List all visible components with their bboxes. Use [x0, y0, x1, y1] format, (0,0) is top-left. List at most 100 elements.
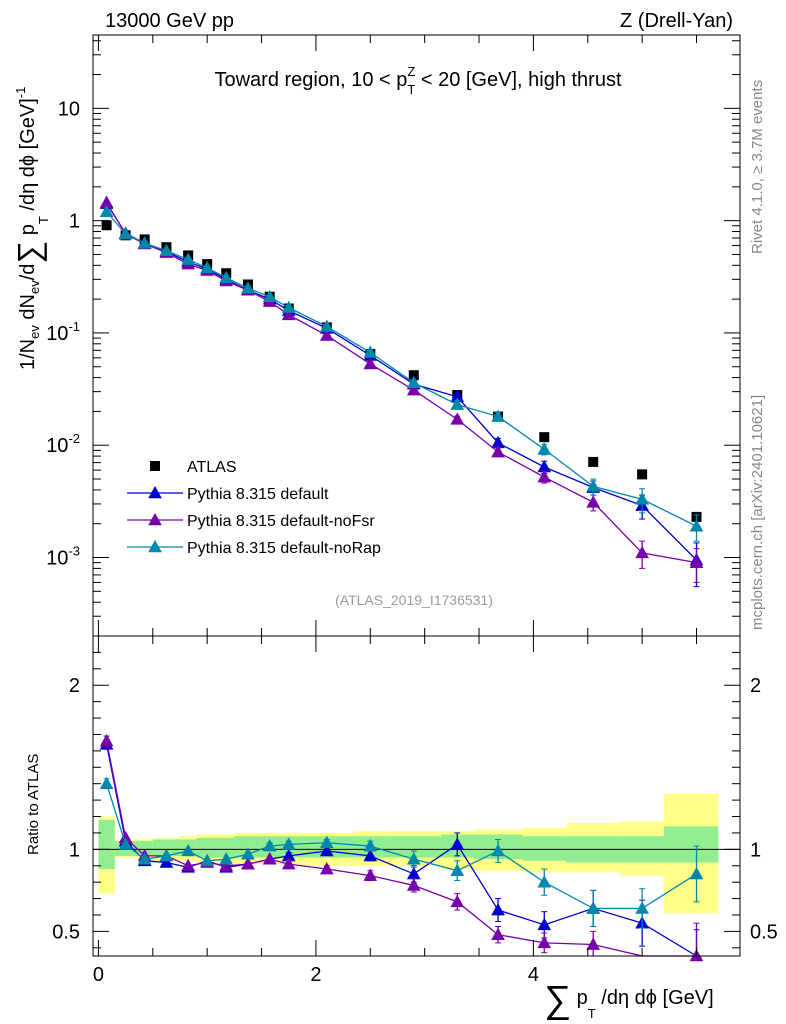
legend-label: Pythia 8.315 default-noFsr — [187, 513, 375, 530]
pythia-8-315-default-norap-ratio-point — [450, 863, 465, 876]
pythia-8-315-default-norap-ratio-point — [319, 835, 334, 849]
pythia-8-315-default-nofsr-ratio-point — [181, 858, 195, 872]
ratio-y-tick-label-right: 2 — [750, 675, 761, 697]
pythia-8-315-default-norap-point — [537, 442, 552, 455]
main-y-tick-label: 10-3 — [46, 544, 80, 570]
pythia-8-315-default-norap-ratio-point — [241, 847, 255, 860]
pythia-8-315-default-ratio-point — [363, 848, 378, 862]
pythia-8-315-default-ratio-point — [319, 843, 334, 857]
ratio-ylabel: Ratio to ATLAS — [25, 754, 42, 855]
ratio-y-tick-label-right: 1 — [750, 839, 761, 861]
pythia-8-315-default-nofsr-point — [406, 383, 421, 396]
pythia-8-315-default-nofsr-ratio-point — [491, 927, 505, 940]
ratio-band-inner — [98, 819, 115, 870]
main-y-tick-label: 10-2 — [46, 431, 80, 457]
atlas-data-point — [101, 220, 112, 231]
pythia-8-315-default-nofsr-point — [363, 356, 378, 370]
ratio-panel: 2 2 1 1 0.5 0.5 Ratio to ATLAS — [25, 635, 778, 962]
pythia-8-315-default-norap-ratio-point — [159, 848, 174, 862]
pythia-8-315-default-norap-line — [106, 211, 697, 527]
pythia-8-315-default-norap-point — [137, 236, 152, 249]
pythia-8-315-default-norap-ratio-point — [586, 901, 601, 914]
pythia-8-315-default-nofsr-ratio-point — [99, 733, 114, 747]
ratio-band-inner — [386, 836, 441, 858]
pythia-8-315-default-norap-point — [406, 375, 421, 389]
pythia-8-315-default-nofsr-point — [586, 495, 601, 508]
ratio-y-tick-label-left: 2 — [69, 675, 80, 697]
legend-marker — [148, 485, 162, 499]
pythia-8-315-default-norap-point — [689, 519, 704, 532]
pythia-8-315-default-norap-ratio-point — [181, 843, 195, 857]
ratio-band-inner — [663, 826, 719, 863]
pythia-8-315-default-norap-ratio-point — [200, 853, 215, 867]
atlas-data-point — [637, 469, 648, 480]
pythia-8-315-default-nofsr-point — [281, 307, 296, 321]
pythia-8-315-default-nofsr-ratio-point — [586, 937, 601, 950]
pythia-8-315-default-norap-ratio-point — [137, 852, 152, 865]
pythia-8-315-default-ratio-point — [159, 855, 174, 868]
pythia-8-315-default-nofsr-point — [537, 470, 552, 483]
legend-marker — [148, 512, 162, 526]
xaxis-label: ∑ pT /dη dϕ [GeV] — [544, 979, 714, 1021]
pythia-8-315-default-line — [106, 203, 697, 561]
pythia-8-315-default-norap-point — [363, 345, 378, 358]
x-tick-label: 4 — [528, 964, 539, 986]
main-y-tick-label: 1 — [69, 211, 80, 233]
ratio-band-inner — [218, 837, 235, 858]
pythia-8-315-default-nofsr-point — [689, 555, 704, 568]
pythia-8-315-default-nofsr-ratio-point — [262, 852, 277, 865]
header-process-label: Z (Drell-Yan) — [620, 10, 733, 32]
atlas-data-point — [539, 432, 550, 443]
pythia-8-315-default-nofsr-point — [491, 444, 505, 458]
pythia-8-315-default-norap-point — [491, 409, 505, 422]
main-ylabel: 1/Nev dNev/d∑ pT /dη dϕ [GeV]-1 — [11, 87, 51, 370]
pythia-8-315-default-nofsr-point — [319, 328, 334, 341]
pythia-8-315-default-norap-point — [281, 300, 296, 313]
main-y-tick-label: 10-1 — [46, 319, 80, 345]
pythia-8-315-default-nofsr-ratio-point — [241, 857, 255, 870]
pythia-8-315-default-nofsr-line — [106, 202, 697, 564]
main-y-tick-label: 10 — [58, 98, 80, 120]
legend-label: Pythia 8.315 default — [187, 486, 329, 503]
pythia-8-315-default-norap-ratio-point — [406, 852, 421, 865]
pythia-8-315-default-nofsr-ratio-point — [450, 894, 465, 908]
x-tick-label: 0 — [93, 964, 104, 986]
atlas-data-point — [588, 456, 599, 467]
ratio-y-tick-label-right: 0.5 — [750, 921, 778, 943]
pythia-8-315-default-norap-ratio-point — [537, 875, 552, 888]
pythia-8-315-default-norap-point — [181, 252, 195, 265]
pythia-8-315-default-norap-ratio-point — [281, 837, 296, 850]
pythia-8-315-default-norap-ratio-point — [635, 901, 649, 914]
pythia-8-315-default-nofsr-point — [450, 412, 465, 425]
pythia-8-315-default-norap-point — [586, 479, 601, 492]
pythia-8-315-default-norap-ratio-point — [363, 839, 378, 852]
main-title: Toward region, 10 < pZ T < 20 [GeV], high… — [214, 64, 621, 97]
mcplots-url-label: mcplots.cern.ch [arXiv:2401.10621] — [749, 395, 766, 630]
pythia-8-315-default-ratio-point — [537, 917, 552, 931]
pythia-8-315-default-norap-point — [99, 204, 114, 218]
pythia-8-315-default-nofsr-ratio-point — [219, 858, 234, 872]
pythia-8-315-default-nofsr-ratio-point — [406, 878, 421, 891]
ratio-y-tick-label-left: 1 — [69, 839, 80, 861]
rivet-version-label: Rivet 4.1.0, ≥ 3.7M events — [749, 80, 766, 254]
pythia-8-315-default-nofsr-point — [635, 545, 649, 559]
header-energy-label: 13000 GeV pp — [105, 10, 234, 32]
pythia-8-315-default-norap-ratio-point — [99, 776, 114, 789]
pythia-8-315-default-norap-point — [262, 289, 277, 303]
ratio-band-inner — [152, 839, 180, 856]
x-tick-label: 2 — [310, 964, 321, 986]
pythia-8-315-default-norap-point — [118, 226, 133, 240]
atlas-data-point — [408, 370, 419, 381]
pythia-8-315-default-nofsr-ratio-point — [363, 868, 378, 881]
main-panel: 10 1 10-1 10-2 10-3 Toward region, 10 < pZ T … — [11, 34, 741, 637]
legend-marker-atlas — [150, 461, 160, 471]
pythia-8-315-default-norap-ratio-point — [219, 852, 234, 865]
pythia-8-315-default-nofsr-ratio-point — [281, 857, 296, 870]
pythia-8-315-default-nofsr-ratio-point — [319, 861, 334, 875]
legend: ATLAS Pythia 8.315 default Pythia 8.315 de… — [127, 459, 381, 557]
pythia-8-315-default-nofsr-ratio-point — [537, 935, 552, 949]
ratio-y-tick-label-left: 0.5 — [52, 921, 80, 943]
pythia-8-315-default-norap-point — [319, 319, 334, 332]
pythia-8-315-default-norap-point — [200, 260, 215, 274]
